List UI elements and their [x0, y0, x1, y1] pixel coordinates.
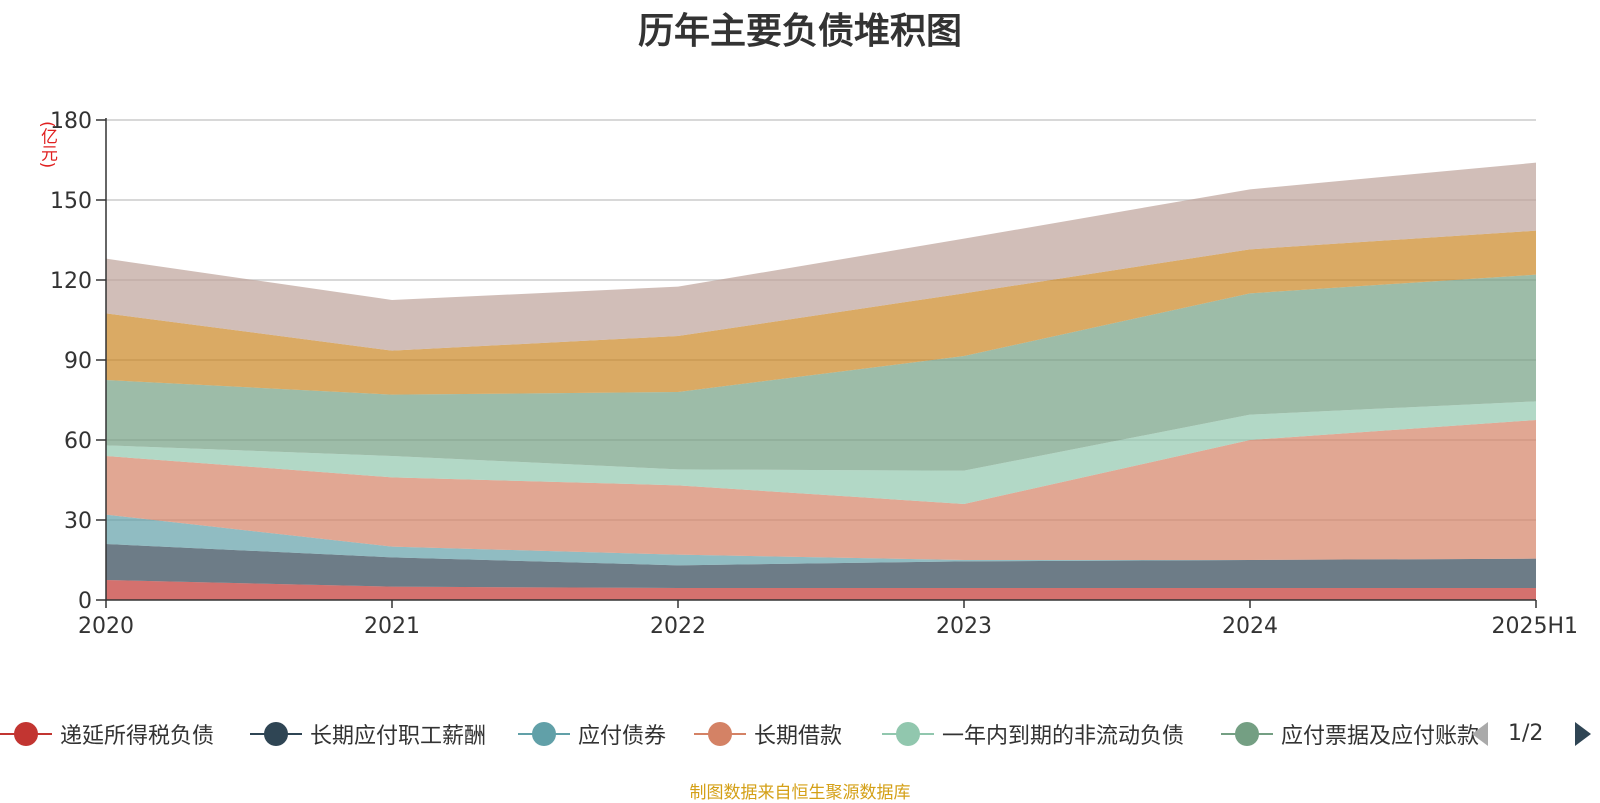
y-tick-label: 150	[50, 189, 92, 214]
y-tick-label: 60	[64, 429, 92, 454]
legend-item-label: 长期借款	[754, 724, 843, 749]
legend-items-container: 递延所得税负债 长期应付职工薪酬 应付债券 长期借款 一年内到期的非流动负债 应付票据及应…	[0, 716, 1480, 752]
legend-marker-icon	[882, 716, 934, 752]
legend-marker-icon	[0, 716, 52, 752]
legend-item[interactable]: 长期借款	[694, 716, 842, 752]
legend-item[interactable]: 递延所得税负债	[0, 716, 214, 752]
legend-item-label: 一年内到期的非流动负债	[942, 724, 1185, 749]
area-series-3	[106, 420, 1536, 560]
legend-item[interactable]: 应付票据及应付账款	[1221, 716, 1479, 752]
legend-next-page-button[interactable]	[1575, 722, 1591, 746]
x-tick-label: 2024	[1222, 614, 1278, 639]
area-series-layer	[106, 162, 1536, 600]
y-axis-unit-label: (亿元)	[37, 121, 57, 169]
y-tick-label: 30	[64, 509, 92, 534]
stacked-area-chart: 0 30 60 90 120 150 180 2020 2021 2022 2023 2024 2025…	[50, 109, 1578, 639]
data-source-note: 制图数据来自恒生聚源数据库	[689, 783, 911, 803]
axes: 0 30 60 90 120 150 180 2020 2021 2022 2023 2024 2025…	[50, 109, 1578, 639]
x-tick-label: 2023	[936, 614, 992, 639]
legend-marker-icon	[518, 716, 570, 752]
y-tick-label: 120	[50, 269, 92, 294]
area-series-7	[106, 162, 1536, 351]
area-series-6	[106, 230, 1536, 395]
legend-item[interactable]: 一年内到期的非流动负债	[882, 716, 1184, 752]
legend-item-label: 应付债券	[578, 724, 667, 749]
x-tick-label: 2025H1	[1491, 614, 1578, 639]
legend-prev-page-button[interactable]	[1472, 722, 1488, 746]
area-series-5	[106, 274, 1536, 471]
legend-item-label: 应付票据及应付账款	[1281, 724, 1480, 749]
legend-page-indicator: 1/2	[1508, 721, 1544, 746]
y-tick-label: 90	[64, 349, 92, 374]
legend-item[interactable]: 长期应付职工薪酬	[250, 716, 486, 752]
legend-marker-icon	[694, 716, 746, 752]
legend-marker-icon	[250, 716, 302, 752]
legend-item[interactable]: 应付债券	[518, 716, 666, 752]
x-tick-label: 2020	[78, 614, 134, 639]
chart-title: 历年主要负债堆积图	[637, 11, 962, 52]
area-series-4	[106, 401, 1536, 504]
x-tick-label: 2022	[650, 614, 706, 639]
legend-item-label: 长期应付职工薪酬	[310, 724, 487, 749]
y-tick-label: 0	[78, 589, 92, 614]
area-series-0	[106, 580, 1536, 600]
legend-marker-icon	[1221, 716, 1273, 752]
y-tick-label: 180	[50, 109, 92, 134]
x-tick-label: 2021	[364, 614, 420, 639]
area-series-2	[106, 514, 1536, 566]
area-series-1	[106, 544, 1536, 588]
legend-item-label: 递延所得税负债	[60, 724, 215, 749]
legend: 递延所得税负债 长期应付职工薪酬 应付债券 长期借款 一年内到期的非流动负债 应付票据及应…	[0, 716, 1600, 752]
